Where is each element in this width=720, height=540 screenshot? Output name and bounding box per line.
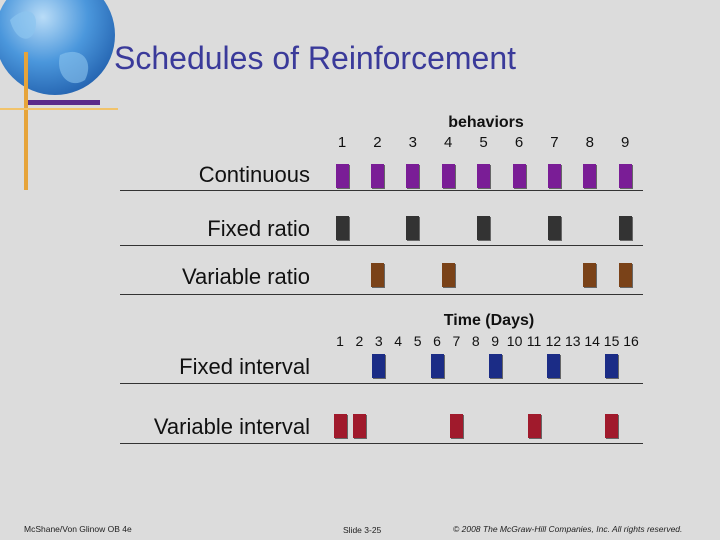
time-tick-label: 3	[374, 333, 383, 349]
reinforcement-mark	[335, 164, 349, 188]
reinforcement-mark	[512, 164, 526, 188]
footer-center: Slide 3-25	[343, 525, 382, 535]
behavior-tick-label: 9	[621, 134, 630, 151]
reinforcement-mark	[430, 354, 444, 378]
purple-accent-bar	[28, 100, 100, 105]
time-tick-label: 11	[526, 333, 542, 349]
time-tick-label: 9	[491, 333, 500, 349]
reinforcement-mark	[441, 263, 455, 287]
slide-title: Schedules of Reinforcement	[114, 40, 516, 76]
reinforcement-mark	[618, 263, 632, 287]
time-tick-label: 12	[545, 333, 562, 349]
reinforcement-mark	[352, 414, 366, 438]
reinforcement-mark	[370, 263, 384, 287]
globe-decoration	[0, 0, 115, 110]
reinforcement-mark	[583, 164, 597, 188]
behavior-tick-label: 4	[444, 134, 453, 151]
time-tick-label: 5	[413, 333, 422, 349]
schedule-label: Fixed ratio	[207, 216, 310, 241]
time-axis-title: Time (Days)	[443, 312, 535, 329]
schedule-row-rule	[120, 245, 643, 246]
reinforcement-mark	[488, 354, 502, 378]
behavior-tick-label: 2	[373, 134, 382, 151]
reinforcement-mark	[546, 354, 560, 378]
footer-left: McShane/Von Glinow OB 4e	[24, 524, 132, 534]
reinforcement-mark	[449, 414, 463, 438]
reinforcement-mark	[370, 164, 384, 188]
footer-right: © 2008 The McGraw-Hill Companies, Inc. A…	[453, 524, 683, 534]
behavior-tick-label: 8	[585, 134, 594, 151]
reinforcement-mark	[618, 216, 632, 240]
schedule-row-rule	[120, 443, 643, 444]
schedule-label: Variable interval	[153, 414, 310, 439]
behavior-tick-label: 1	[337, 134, 347, 151]
reinforcement-mark	[618, 164, 632, 188]
schedule-label: Fixed interval	[179, 354, 310, 379]
behavior-tick-label: 3	[408, 134, 417, 151]
yellow-accent-line	[0, 108, 118, 110]
behavior-tick-label: 6	[514, 134, 524, 151]
schedule-row-rule	[120, 383, 643, 384]
reinforcement-mark	[605, 414, 619, 438]
time-tick-label: 14	[584, 333, 600, 349]
reinforcement-mark	[547, 216, 561, 240]
yellow-accent-bar	[24, 52, 28, 190]
time-tick-label: 7	[452, 333, 461, 349]
time-tick-label: 15	[603, 333, 620, 349]
reinforcement-mark	[527, 414, 541, 438]
reinforcement-mark	[333, 414, 347, 438]
time-tick-label: 13	[565, 333, 581, 349]
schedule-label: Continuous	[198, 162, 310, 187]
time-tick-label: 4	[394, 333, 403, 349]
behavior-tick-label: 5	[479, 134, 488, 151]
reinforcement-mark	[477, 164, 491, 188]
reinforcement-mark	[406, 216, 420, 240]
reinforcement-mark	[583, 263, 597, 287]
behavior-tick-label: 7	[550, 134, 559, 151]
time-tick-label: 1	[336, 333, 344, 349]
reinforcement-mark	[477, 216, 491, 240]
time-tick-label: 10	[506, 333, 523, 349]
reinforcement-mark	[605, 354, 619, 378]
schedule-label: Variable ratio	[182, 264, 310, 289]
time-tick-label: 6	[433, 333, 441, 349]
behaviors-axis-title: behaviors	[448, 114, 524, 131]
reinforcement-mark	[372, 354, 386, 378]
reinforcement-mark	[406, 164, 420, 188]
schedule-row-rule	[120, 190, 643, 191]
reinforcement-mark	[335, 216, 349, 240]
time-tick-label: 8	[471, 333, 480, 349]
reinforcement-mark	[547, 164, 561, 188]
schedule-row-rule	[120, 294, 643, 295]
time-tick-label: 2	[355, 333, 364, 349]
time-tick-label: 16	[623, 333, 639, 349]
reinforcement-mark	[441, 164, 455, 188]
